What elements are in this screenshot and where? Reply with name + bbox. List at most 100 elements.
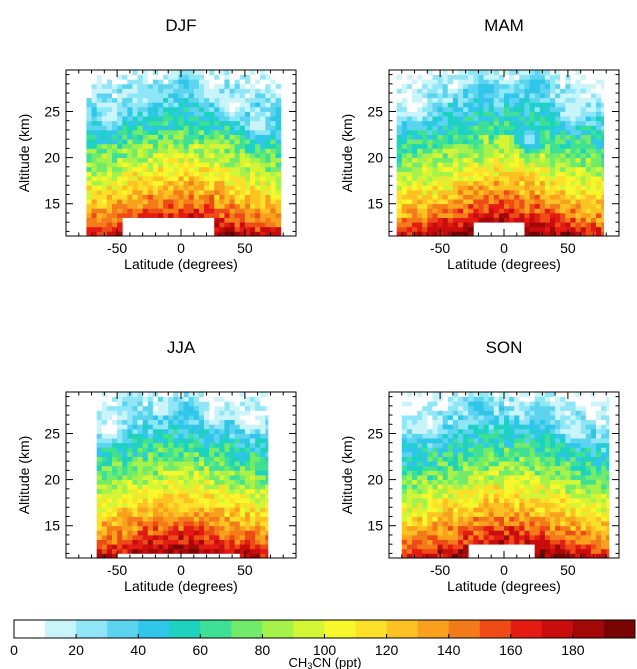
contour-cell (250, 88, 256, 94)
contour-cell (601, 231, 605, 237)
contour-cell (452, 525, 459, 531)
contour-cell (188, 83, 195, 89)
contour-cell (417, 521, 423, 527)
contour-cell (406, 212, 413, 218)
contour-cell (86, 157, 92, 163)
contour-cell (447, 470, 454, 476)
contour-cell (152, 479, 159, 485)
contour-cell (214, 129, 220, 135)
contour-cell (101, 185, 108, 191)
contour-cell (493, 516, 500, 522)
contour-cell (96, 530, 103, 536)
contour-cell (550, 74, 556, 80)
contour-cell (550, 199, 556, 205)
contour-cell (209, 180, 215, 186)
contour-cell (101, 544, 108, 550)
contour-cell (565, 180, 571, 186)
contour-cell (106, 415, 113, 421)
contour-cell (188, 143, 195, 149)
contour-cell (91, 199, 98, 205)
contour-cell (432, 157, 438, 163)
contour-cell (137, 125, 144, 131)
contour-cell (239, 502, 246, 508)
contour-cell (173, 106, 179, 112)
contour-cell (173, 415, 179, 421)
contour-cell (468, 516, 474, 522)
contour-cell (101, 157, 108, 163)
contour-cell (473, 97, 479, 103)
contour-cell (255, 428, 261, 434)
contour-cell (183, 139, 190, 145)
contour-cell (275, 176, 282, 182)
contour-cell (417, 433, 423, 439)
contour-cell (96, 97, 103, 103)
contour-cell (565, 120, 571, 126)
contour-cell (158, 74, 164, 80)
contour-cell (250, 125, 256, 131)
contour-cell (463, 470, 469, 476)
contour-cell (198, 129, 205, 135)
contour-cell (412, 415, 418, 421)
contour-cell (275, 70, 282, 76)
contour-cell (458, 516, 464, 522)
contour-cell (437, 134, 444, 140)
contour-cell (417, 185, 423, 191)
contour-cell (193, 470, 200, 476)
contour-cell (565, 199, 571, 205)
contour-cell (590, 139, 597, 145)
contour-cell (555, 208, 561, 214)
contour-cell (504, 498, 510, 504)
contour-cell (178, 171, 184, 177)
contour-cell (463, 171, 469, 177)
contour-cell (509, 185, 515, 191)
contour-cell (209, 401, 215, 407)
contour-cell (214, 194, 220, 200)
contour-cell (219, 217, 225, 223)
contour-cell (152, 442, 159, 448)
contour-cell (544, 226, 551, 232)
contour-cell (575, 79, 582, 85)
contour-cell (432, 70, 438, 76)
contour-cell (250, 465, 256, 471)
contour-cell (147, 424, 154, 430)
contour-cell (101, 162, 108, 168)
contour-cell (260, 456, 266, 462)
contour-cell (442, 516, 449, 522)
contour-cell (101, 120, 108, 126)
contour-cell (412, 419, 418, 425)
contour-cell (483, 428, 490, 434)
contour-cell (224, 106, 230, 112)
contour-cell (239, 401, 246, 407)
contour-cell (427, 185, 433, 191)
contour-cell (432, 456, 438, 462)
contour-cell (183, 116, 190, 122)
contour-cell (509, 93, 515, 99)
contour-cell (219, 157, 225, 163)
contour-cell (452, 70, 459, 76)
contour-cell (483, 203, 490, 209)
contour-cell (488, 102, 495, 108)
contour-cell (198, 456, 205, 462)
contour-cell (432, 106, 438, 112)
contour-cell (101, 143, 108, 149)
contour-cell (452, 534, 459, 540)
contour-cell (178, 488, 184, 494)
contour-cell (198, 419, 205, 425)
contour-cell (488, 465, 495, 471)
contour-cell (590, 111, 597, 117)
contour-cell (575, 111, 582, 117)
contour-cell (122, 396, 128, 402)
contour-cell (498, 180, 505, 186)
contour-cell (417, 203, 423, 209)
contour-cell (422, 451, 428, 457)
contour-cell (534, 171, 541, 177)
contour-cell (488, 525, 495, 531)
contour-cell (106, 70, 113, 76)
contour-cell (483, 461, 490, 467)
y-tick-label: 25 (44, 426, 60, 442)
contour-cell (239, 525, 246, 531)
contour-cell (580, 97, 587, 103)
contour-cell (406, 199, 413, 205)
contour-cell (442, 530, 449, 536)
